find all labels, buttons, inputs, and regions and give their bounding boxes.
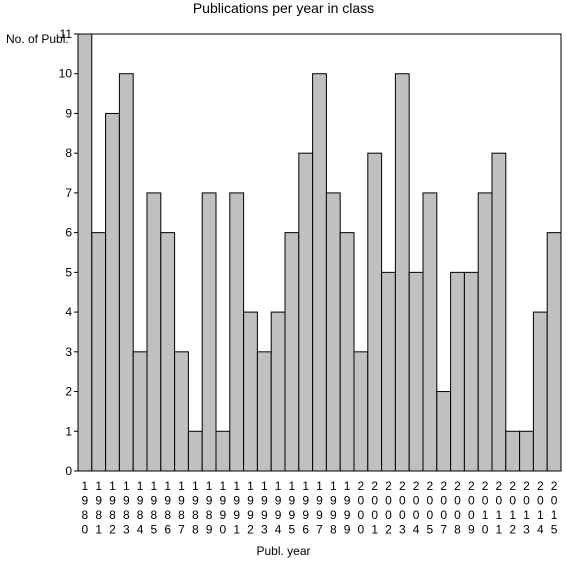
bar-2009	[463, 271, 479, 472]
y-tick-label: 10	[59, 67, 73, 81]
bar-2007	[436, 391, 452, 472]
bar-2014	[532, 311, 548, 472]
y-tick-label: 11	[60, 27, 73, 41]
y-tick-label: 2	[65, 385, 72, 399]
bar-1996	[298, 152, 314, 472]
bar-1994	[270, 311, 286, 472]
chart-title: Publications per year in class	[192, 0, 375, 16]
bar-1999	[339, 232, 355, 472]
bar-1991	[229, 192, 245, 472]
y-tick-label: 4	[65, 305, 72, 319]
y-tick-label: 1	[65, 424, 72, 438]
bar-1985	[146, 192, 162, 472]
bar-1992	[243, 311, 258, 472]
bar-2011	[491, 152, 507, 472]
y-axis-label: No. of Publ.	[6, 32, 69, 46]
bar-2004	[408, 271, 424, 472]
bar-1981	[91, 232, 107, 472]
bar-1990	[215, 430, 231, 472]
bar-2002	[381, 271, 396, 472]
bar-2003	[394, 73, 410, 472]
bar-1987	[174, 351, 189, 472]
bar-1997	[312, 73, 327, 472]
bar-1980	[77, 33, 93, 472]
y-tick-label: 3	[65, 345, 72, 359]
bar-2013	[519, 430, 534, 472]
bar-1993	[256, 351, 272, 472]
bar-1998	[325, 192, 341, 472]
bar-2000	[353, 351, 369, 472]
bar-2012	[505, 430, 521, 472]
bar-1989	[201, 192, 217, 472]
bar-2005	[422, 192, 438, 472]
y-tick-label: 5	[65, 265, 72, 279]
bar-1984	[132, 351, 148, 472]
y-tick-label: 9	[65, 106, 72, 120]
y-tick-label: 8	[65, 146, 72, 160]
bar-1983	[118, 73, 134, 472]
bar-1988	[187, 430, 203, 472]
x-axis-label: Publ. year	[256, 544, 311, 558]
y-tick-label: 7	[65, 186, 72, 200]
y-tick-label: 6	[65, 226, 72, 240]
bar-1986	[160, 232, 176, 472]
bar-1982	[105, 112, 120, 472]
y-tick-label: 0	[65, 464, 72, 478]
bar-2008	[450, 271, 465, 472]
bar-1995	[284, 232, 300, 472]
bar-2001	[367, 152, 383, 472]
bar-2010	[477, 192, 493, 472]
bar-2015	[546, 232, 562, 472]
